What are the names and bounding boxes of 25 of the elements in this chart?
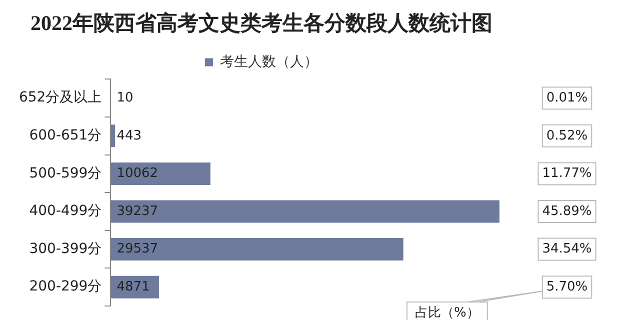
y-tick-label: 500-599分 xyxy=(29,165,102,182)
y-tick-label: 600-651分 xyxy=(29,128,102,144)
data-label: 10 xyxy=(116,90,134,106)
data-label: 39237 xyxy=(116,204,158,219)
text: 0.52% xyxy=(546,128,588,144)
y-tick-label: 652分及以上 xyxy=(18,90,102,106)
bar xyxy=(110,200,500,223)
data-label: 4871 xyxy=(116,279,150,294)
data-label: 10062 xyxy=(116,166,158,182)
y-tick-label: 400-499分 xyxy=(29,203,102,220)
chart-title: 2022年陕西省高考文史类考生各分数段人数统计图 xyxy=(30,11,492,36)
legend-label: 考生人数（人） xyxy=(220,54,318,70)
text: 45.89% xyxy=(542,204,592,219)
text: 0.01% xyxy=(546,90,588,106)
text: 34.54% xyxy=(542,242,592,257)
text: 5.70% xyxy=(546,279,588,294)
y-tick-label: 200-299分 xyxy=(29,278,102,295)
bar xyxy=(110,238,404,261)
data-label: 29537 xyxy=(116,242,158,257)
text: 11.77% xyxy=(542,166,592,182)
annotation: 占比（%） xyxy=(414,305,480,320)
data-label: 443 xyxy=(116,128,142,144)
y-tick-label: 300-399分 xyxy=(29,240,102,257)
bar xyxy=(110,162,210,185)
bar xyxy=(110,124,116,148)
